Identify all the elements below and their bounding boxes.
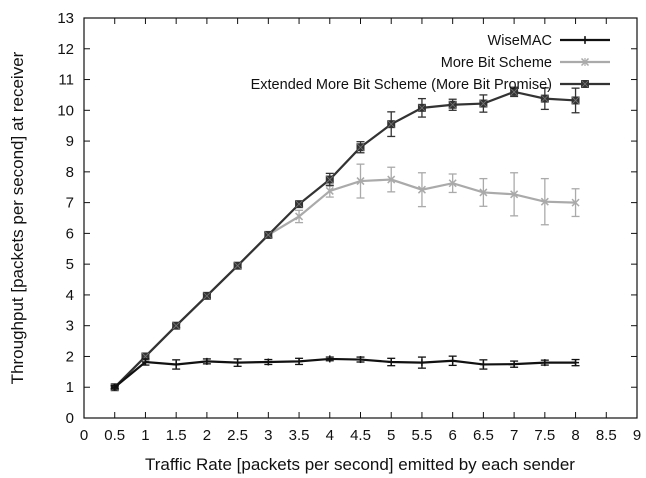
- data-point: [540, 197, 549, 206]
- y-tick-label: 0: [66, 410, 74, 427]
- data-point: [356, 177, 365, 186]
- data-point: [449, 357, 457, 365]
- data-point: [479, 99, 488, 108]
- series-1: [110, 163, 580, 392]
- x-tick-label: 9: [633, 427, 641, 444]
- x-tick-label: 0: [80, 427, 88, 444]
- x-tick-label: 0.5: [104, 427, 125, 444]
- x-tick-label: 1: [141, 427, 149, 444]
- data-point: [571, 198, 580, 207]
- data-point: [172, 321, 181, 330]
- x-tick-label: 8.5: [596, 427, 617, 444]
- data-point: [387, 120, 396, 129]
- data-point: [233, 261, 242, 270]
- legend-entry-0: WiseMAC: [488, 33, 610, 49]
- y-tick-label: 13: [57, 10, 74, 27]
- data-point: [357, 356, 364, 364]
- data-point: [541, 359, 549, 367]
- data-point: [417, 185, 426, 194]
- data-point: [417, 103, 426, 112]
- series-0: [110, 355, 580, 391]
- data-point: [141, 358, 149, 366]
- y-tick-label: 6: [66, 225, 74, 242]
- data-point: [234, 359, 242, 367]
- y-tick-label: 1: [66, 379, 74, 396]
- y-tick-label: 2: [66, 348, 74, 365]
- y-tick-label: 4: [66, 287, 74, 304]
- x-tick-label: 7: [510, 427, 518, 444]
- legend-marker: [581, 36, 589, 44]
- data-point: [448, 179, 457, 188]
- x-tick-label: 2.5: [227, 427, 248, 444]
- y-axis-label: Throughput [packets per second] at recei…: [8, 51, 27, 384]
- data-point: [264, 230, 273, 239]
- data-point: [510, 190, 519, 199]
- legend-label: WiseMAC: [488, 33, 552, 49]
- data-point: [448, 100, 457, 109]
- series-2: [110, 86, 580, 392]
- legend-marker: [581, 80, 589, 88]
- x-tick-label: 3.5: [289, 427, 310, 444]
- data-point: [264, 358, 272, 366]
- x-tick-label: 3: [264, 427, 272, 444]
- data-point: [325, 186, 334, 195]
- x-tick-label: 5: [387, 427, 395, 444]
- x-tick-label: 4: [326, 427, 334, 444]
- legend-marker: [580, 57, 590, 67]
- data-point: [172, 360, 180, 368]
- x-tick-label: 8: [571, 427, 579, 444]
- y-tick-label: 8: [66, 164, 74, 181]
- data-point: [540, 94, 549, 103]
- y-tick-label: 11: [58, 72, 74, 89]
- y-tick-label: 10: [57, 102, 74, 119]
- data-point: [325, 175, 334, 184]
- y-tick-label: 9: [66, 133, 74, 150]
- data-point: [572, 359, 580, 367]
- data-point: [295, 212, 304, 221]
- data-point: [418, 359, 426, 367]
- y-tick-label: 3: [66, 318, 74, 335]
- y-tick-label: 5: [66, 256, 74, 273]
- data-point: [479, 360, 487, 368]
- x-tick-label: 7.5: [534, 427, 555, 444]
- legend-label: Extended More Bit Scheme (More Bit Promi…: [251, 77, 552, 93]
- x-axis-label: Traffic Rate [packets per second] emitte…: [145, 455, 575, 474]
- data-point: [202, 291, 211, 300]
- y-tick-label: 7: [66, 195, 74, 212]
- data-point: [295, 200, 304, 209]
- data-point: [387, 358, 395, 366]
- data-point: [510, 87, 519, 96]
- x-tick-label: 1.5: [166, 427, 187, 444]
- series-line: [113, 178, 576, 389]
- series-line: [113, 90, 576, 389]
- data-point: [326, 355, 334, 363]
- x-tick-label: 4.5: [350, 427, 371, 444]
- data-point: [510, 360, 518, 368]
- data-point: [387, 175, 396, 184]
- series-layer: [110, 86, 580, 392]
- axis-ticks: 0 0.5 1 1.5 2 2.5 3 3.5 4 4.5 5 5.5 6 6.5 7 7.5 8 8.5 9012…: [57, 10, 641, 444]
- x-tick-label: 5.5: [412, 427, 433, 444]
- data-point: [295, 357, 303, 365]
- x-tick-label: 6: [448, 427, 456, 444]
- legend-entry-1: More Bit Scheme: [441, 55, 610, 71]
- data-point: [571, 96, 580, 105]
- series-line: [114, 357, 576, 389]
- data-point: [203, 357, 211, 365]
- legend: WiseMAC More Bit Scheme Extended More Bit …: [251, 33, 610, 93]
- x-tick-label: 6.5: [473, 427, 494, 444]
- x-tick-label: 2: [203, 427, 211, 444]
- legend-label: More Bit Scheme: [441, 55, 552, 71]
- legend-entry-2: Extended More Bit Scheme (More Bit Promi…: [251, 77, 610, 93]
- data-point: [111, 383, 119, 391]
- data-point: [479, 188, 488, 197]
- data-point: [356, 143, 365, 152]
- y-tick-label: 12: [57, 41, 74, 58]
